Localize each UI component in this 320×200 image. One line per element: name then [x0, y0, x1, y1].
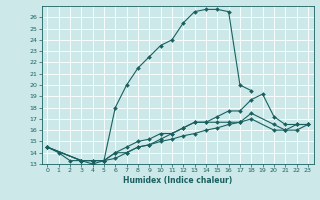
- X-axis label: Humidex (Indice chaleur): Humidex (Indice chaleur): [123, 176, 232, 185]
